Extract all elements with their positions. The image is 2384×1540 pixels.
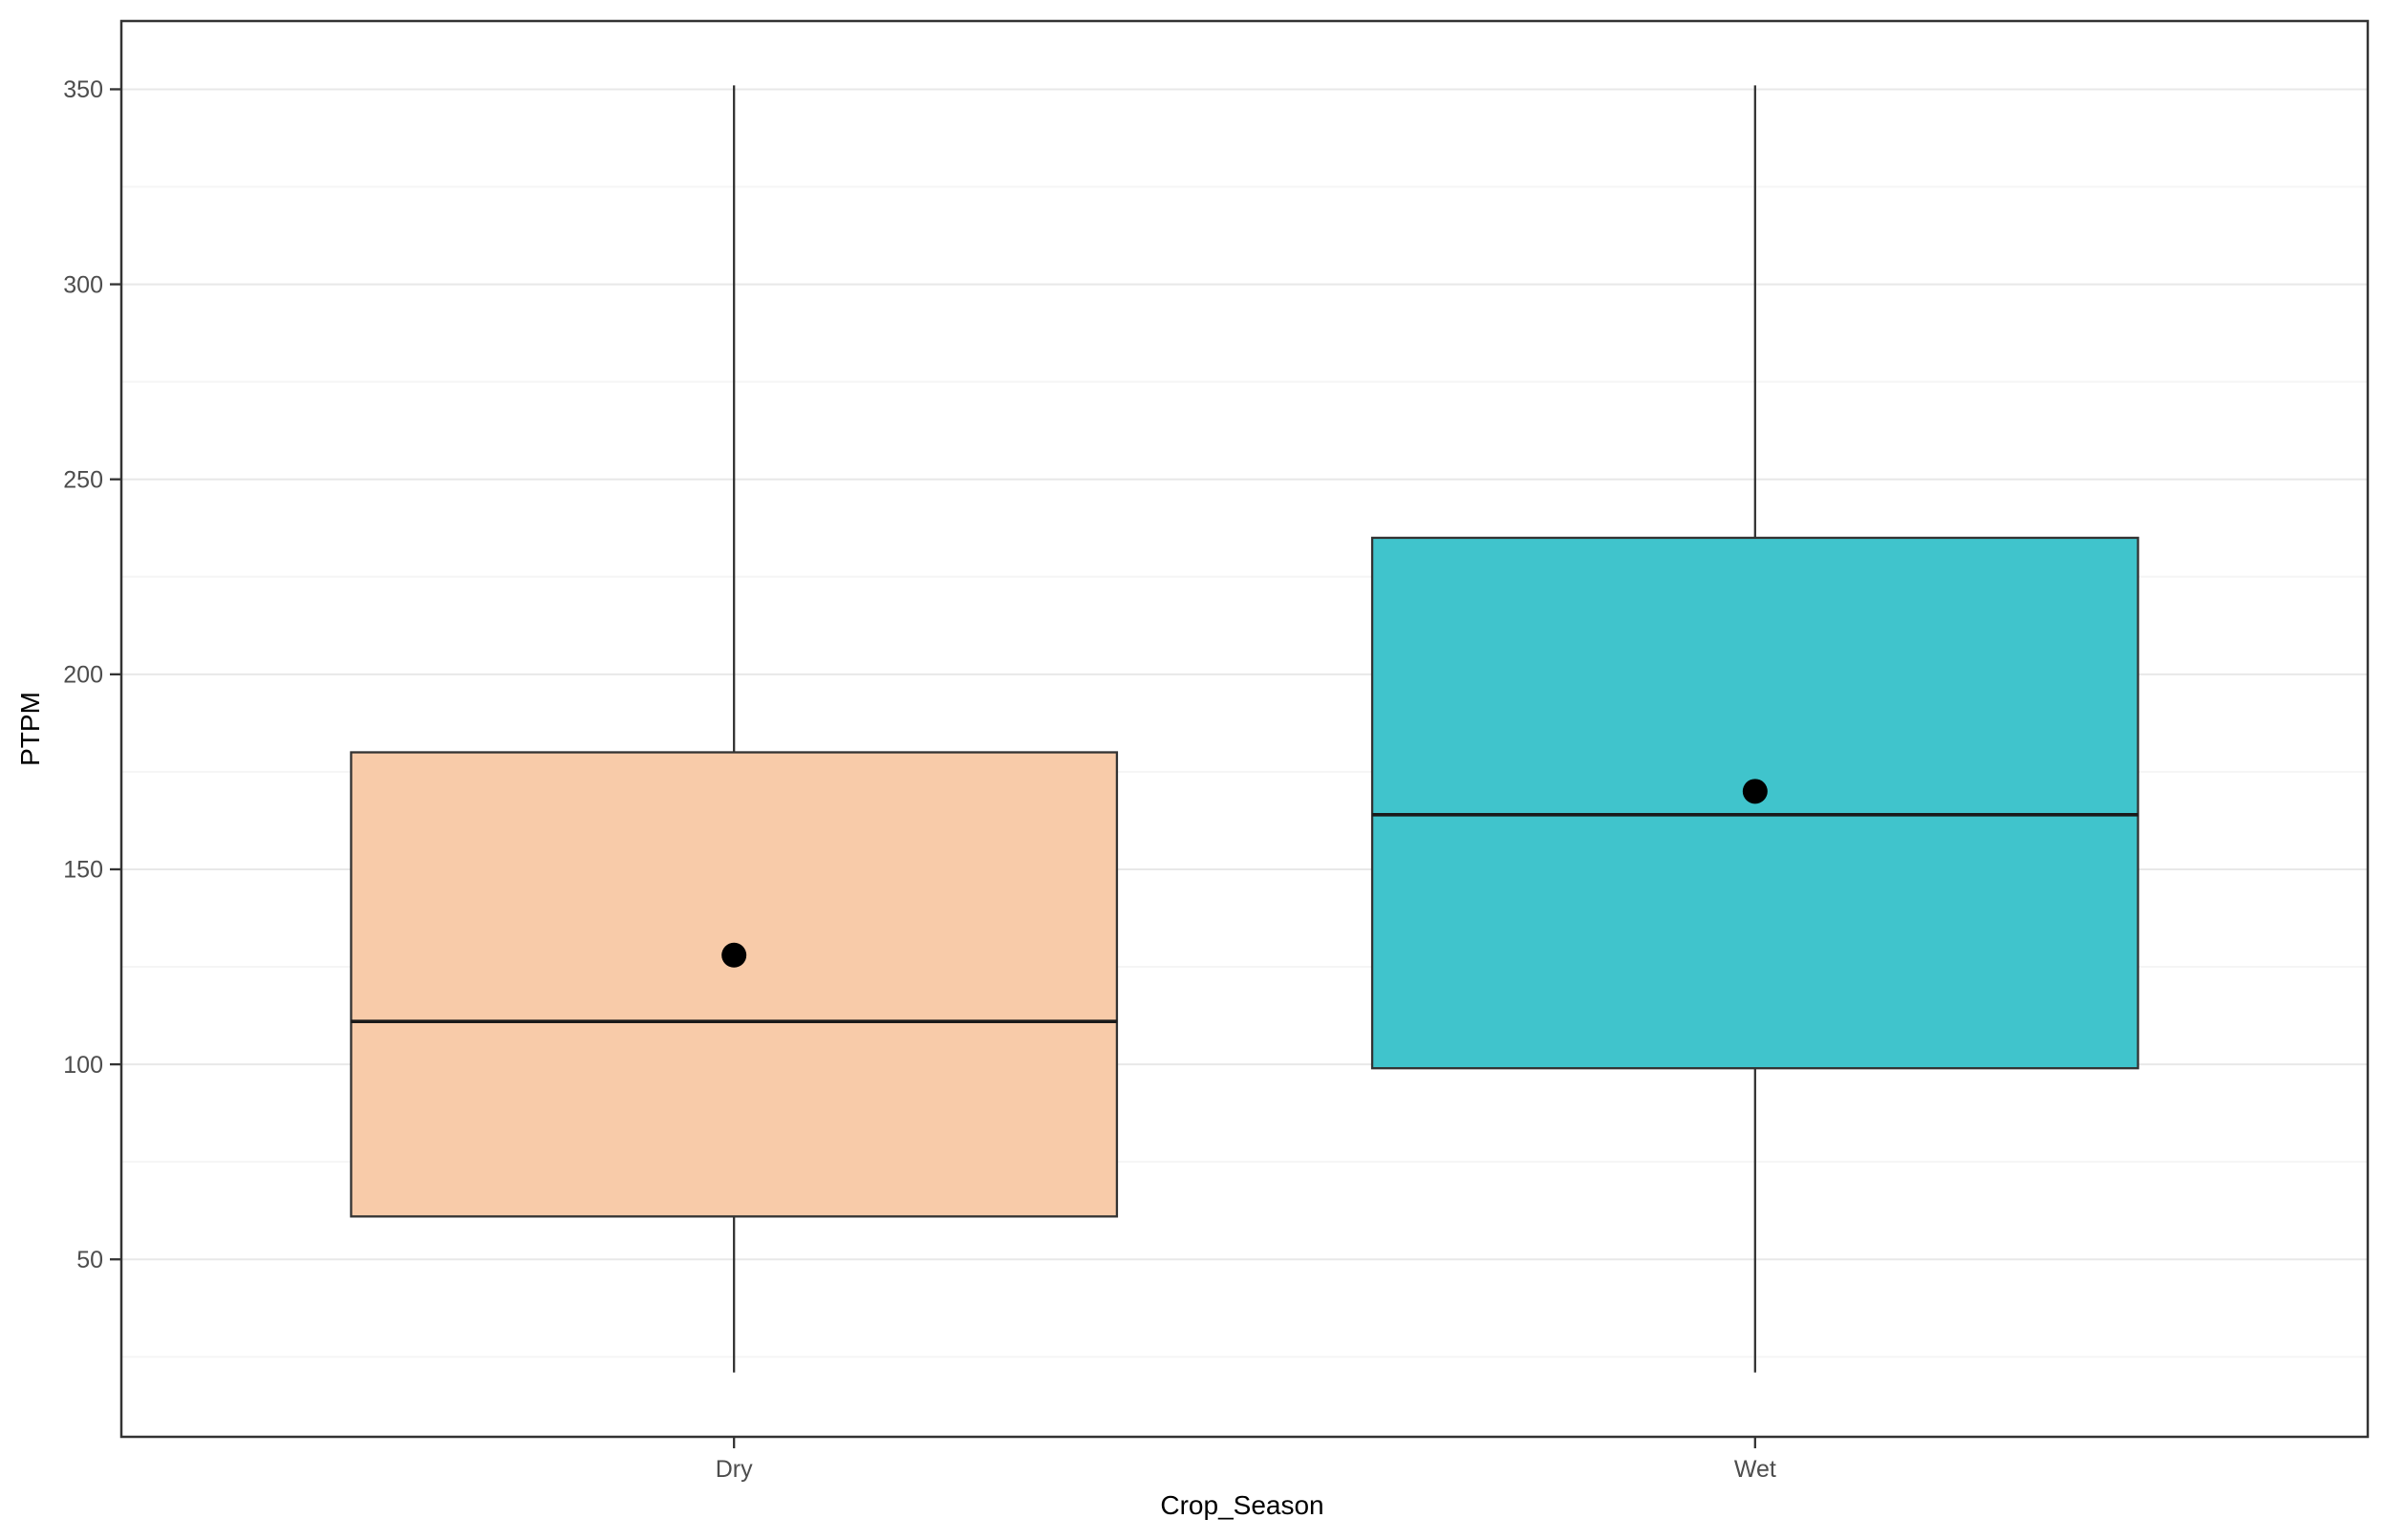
y-tick-label: 100 — [63, 1052, 103, 1079]
mean-point-wet — [1742, 779, 1768, 804]
grid-layer — [121, 88, 2368, 1358]
y-tick-label: 350 — [63, 76, 103, 103]
panel-border — [119, 19, 2370, 1439]
y-axis-title: PTPM — [15, 692, 45, 766]
y-tick-label: 250 — [63, 466, 103, 493]
data-layer — [350, 85, 2139, 1373]
x-axis-title: Crop_Season — [1160, 1490, 1323, 1520]
y-tick-label: 150 — [63, 857, 103, 884]
y-tick-label: 200 — [63, 662, 103, 689]
box-dry — [350, 751, 1119, 1218]
x-tick-label-dry: Dry — [716, 1456, 753, 1483]
y-tick-label: 300 — [63, 271, 103, 298]
x-tick-label-wet: Wet — [1734, 1456, 1776, 1483]
mean-point-dry — [721, 942, 747, 968]
y-tick-label: 50 — [76, 1247, 103, 1273]
axis-layer: 50 100 150 200 250 300 350 Dry Wet — [63, 19, 2370, 1483]
